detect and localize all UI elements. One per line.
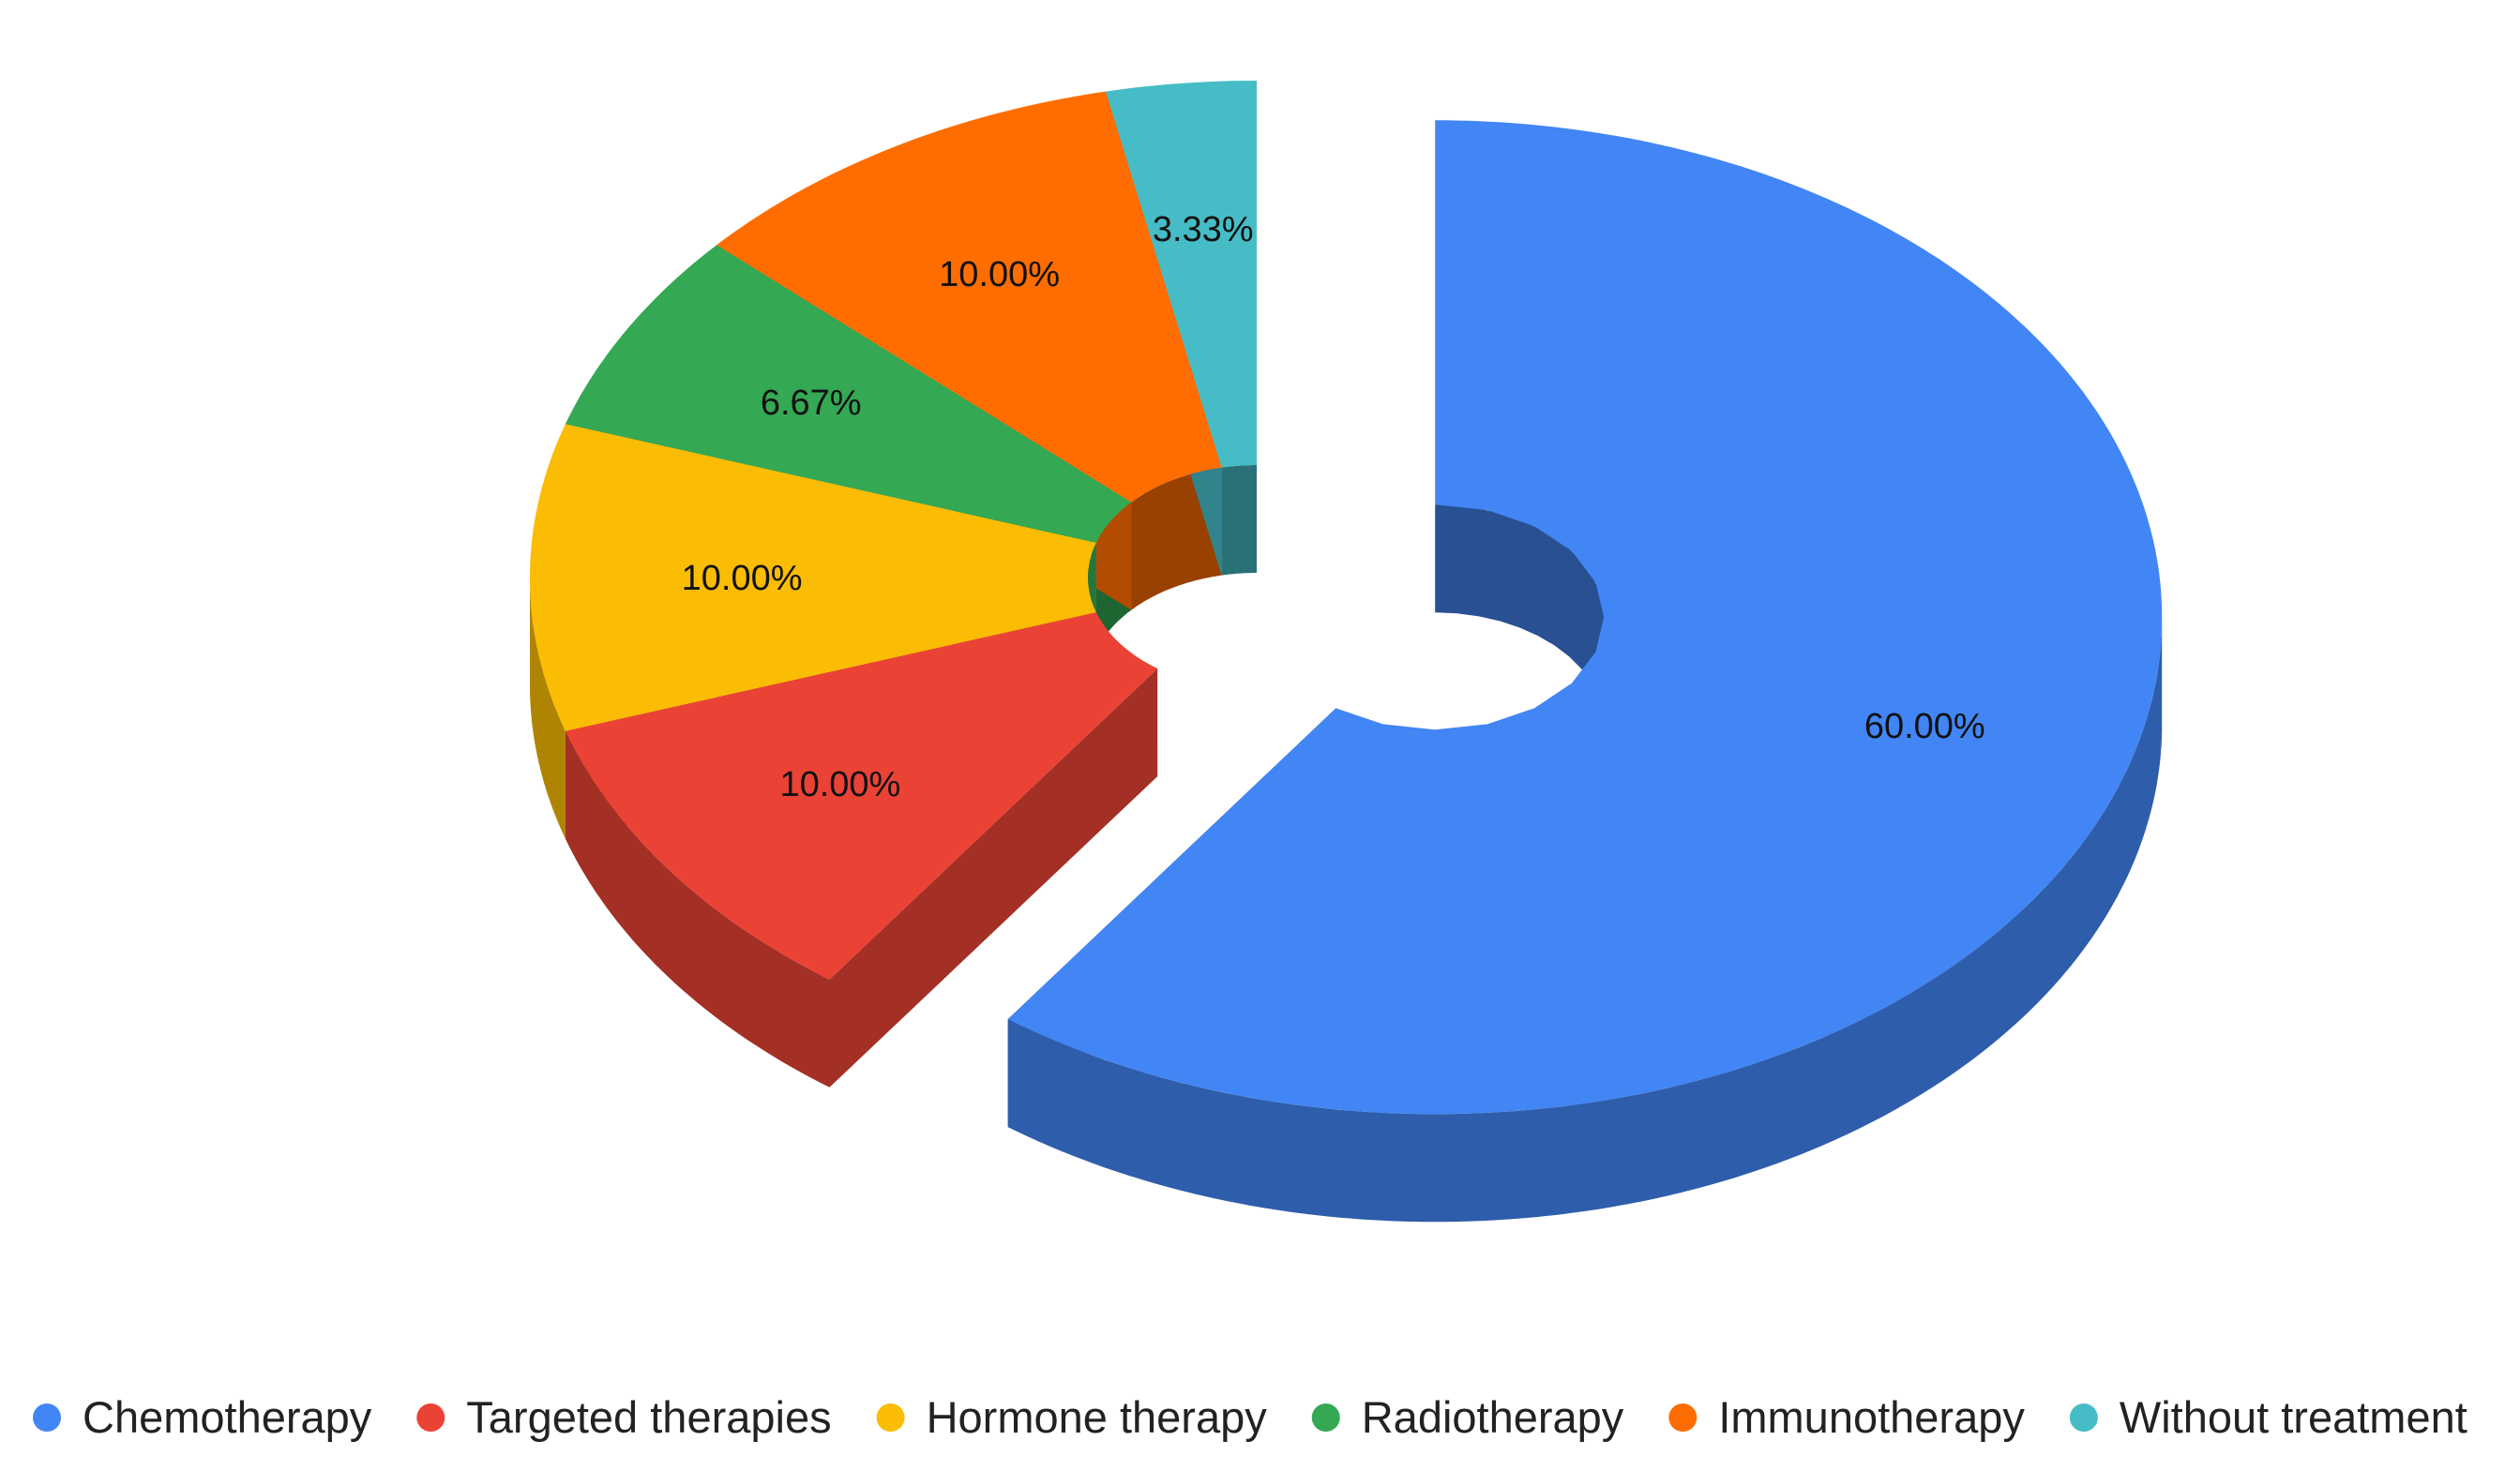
slice-top-without-treatment: [1106, 81, 1257, 468]
legend-swatch: [416, 1403, 445, 1432]
legend-item-targeted-therapies: Targeted therapies: [416, 1392, 832, 1442]
legend-label: Chemotherapy: [83, 1392, 372, 1442]
legend-item-hormone-therapy: Hormone therapy: [876, 1392, 1268, 1442]
slice-labels: 60.00% 10.00% 10.00% 6.67% 10.00% 3.33%: [682, 210, 1985, 804]
legend-label: Without treatment: [2120, 1392, 2467, 1442]
legend-label: Radiotherapy: [1362, 1392, 1624, 1442]
slice-side-chemotherapy: [1007, 617, 2163, 1223]
slice-label-hormone-therapy: 10.00%: [682, 559, 803, 598]
slice-top-radiotherapy: [565, 245, 1132, 543]
slice-top-targeted-therapies: [565, 612, 1158, 980]
slice-side-immunotherapy: [1131, 467, 1222, 610]
legend-swatch: [876, 1403, 905, 1432]
slice-label-without-treatment: 3.33%: [1153, 210, 1254, 249]
slice-side-hormone-therapy: [530, 578, 566, 839]
slice-top-immunotherapy: [717, 91, 1222, 503]
legend-swatch: [2069, 1403, 2098, 1432]
legend-swatch: [1668, 1403, 1698, 1432]
legend-item-immunotherapy: Immunotherapy: [1668, 1392, 2025, 1442]
legend-swatch: [33, 1403, 61, 1432]
legend-item-radiotherapy: Radiotherapy: [1311, 1392, 1624, 1442]
slice-label-radiotherapy: 6.67%: [761, 383, 862, 423]
slice-side-chemotherapy: [1435, 504, 1605, 726]
slice-top-chemotherapy: [1007, 120, 2163, 1115]
slice-side-targeted-therapies: [829, 668, 1158, 1088]
legend-label: Targeted therapies: [466, 1392, 831, 1442]
slice-side-targeted-therapies: [565, 730, 830, 1088]
slice-label-chemotherapy: 60.00%: [1864, 707, 1985, 746]
legend-label: Immunotherapy: [1718, 1392, 2025, 1442]
legend: Chemotherapy Targeted therapies Hormone th…: [33, 1392, 2467, 1442]
slice-label-targeted-therapies: 10.00%: [779, 765, 900, 804]
slice-top-hormone-therapy: [530, 424, 1096, 731]
legend-label: Hormone therapy: [927, 1392, 1268, 1442]
slice-side-without-treatment: [1221, 465, 1257, 576]
slice-label-immunotherapy: 10.00%: [939, 255, 1060, 294]
slice-tops: [530, 81, 2163, 1115]
legend-item-chemotherapy: Chemotherapy: [33, 1392, 372, 1442]
legend-item-without-treatment: Without treatment: [2069, 1392, 2467, 1442]
legend-swatch: [1311, 1403, 1340, 1432]
